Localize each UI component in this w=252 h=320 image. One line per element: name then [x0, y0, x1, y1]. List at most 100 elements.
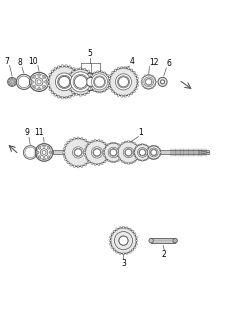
- Polygon shape: [103, 152, 105, 153]
- Polygon shape: [142, 77, 143, 79]
- Polygon shape: [117, 152, 118, 153]
- Polygon shape: [89, 158, 92, 161]
- Polygon shape: [70, 164, 72, 166]
- Polygon shape: [47, 77, 50, 79]
- Polygon shape: [57, 66, 60, 68]
- Polygon shape: [116, 251, 118, 253]
- Polygon shape: [91, 152, 93, 153]
- Polygon shape: [147, 148, 148, 150]
- Polygon shape: [151, 75, 153, 76]
- Polygon shape: [148, 88, 150, 90]
- Circle shape: [109, 68, 138, 96]
- Polygon shape: [92, 85, 94, 87]
- Circle shape: [149, 238, 153, 243]
- Polygon shape: [101, 140, 103, 143]
- Polygon shape: [136, 84, 139, 86]
- Circle shape: [43, 76, 45, 78]
- Polygon shape: [86, 145, 88, 147]
- Polygon shape: [47, 84, 50, 87]
- Polygon shape: [47, 81, 50, 83]
- Polygon shape: [64, 158, 67, 161]
- Polygon shape: [104, 142, 106, 145]
- Circle shape: [119, 236, 128, 245]
- Polygon shape: [87, 141, 90, 144]
- Polygon shape: [104, 72, 106, 74]
- Polygon shape: [72, 67, 75, 70]
- Circle shape: [37, 80, 41, 84]
- Circle shape: [111, 228, 136, 254]
- Polygon shape: [132, 249, 134, 251]
- Polygon shape: [109, 74, 112, 76]
- Polygon shape: [80, 94, 82, 96]
- Polygon shape: [81, 165, 83, 168]
- Circle shape: [64, 138, 92, 166]
- Polygon shape: [109, 240, 111, 242]
- Polygon shape: [114, 161, 116, 163]
- Circle shape: [144, 77, 153, 87]
- Circle shape: [40, 149, 48, 156]
- Polygon shape: [117, 143, 119, 145]
- Polygon shape: [98, 140, 100, 141]
- Polygon shape: [105, 145, 107, 147]
- Circle shape: [114, 232, 133, 250]
- Polygon shape: [133, 71, 136, 74]
- Polygon shape: [63, 152, 65, 153]
- Polygon shape: [108, 84, 110, 87]
- Circle shape: [146, 79, 152, 85]
- Polygon shape: [79, 81, 81, 83]
- Polygon shape: [154, 77, 156, 79]
- Polygon shape: [138, 155, 140, 157]
- Polygon shape: [108, 152, 110, 153]
- Polygon shape: [121, 155, 123, 157]
- Polygon shape: [107, 155, 110, 157]
- Circle shape: [91, 147, 103, 158]
- Polygon shape: [75, 70, 78, 73]
- Polygon shape: [113, 249, 115, 251]
- Polygon shape: [141, 81, 142, 83]
- Circle shape: [43, 145, 45, 148]
- Circle shape: [109, 148, 117, 156]
- Polygon shape: [67, 76, 70, 79]
- Polygon shape: [84, 93, 86, 96]
- Circle shape: [49, 151, 52, 154]
- Circle shape: [68, 69, 93, 95]
- Polygon shape: [136, 158, 139, 160]
- Circle shape: [49, 66, 80, 98]
- Polygon shape: [93, 81, 95, 83]
- Polygon shape: [93, 72, 96, 74]
- Text: 12: 12: [149, 58, 159, 67]
- Polygon shape: [114, 142, 116, 144]
- Polygon shape: [84, 139, 87, 141]
- Circle shape: [142, 75, 156, 89]
- Polygon shape: [101, 162, 103, 165]
- Polygon shape: [149, 148, 151, 150]
- Polygon shape: [91, 162, 93, 165]
- Polygon shape: [111, 142, 113, 144]
- Polygon shape: [136, 146, 138, 148]
- Polygon shape: [124, 95, 126, 97]
- Polygon shape: [77, 165, 79, 168]
- Circle shape: [14, 79, 15, 80]
- Polygon shape: [97, 91, 99, 93]
- Text: 2: 2: [162, 250, 167, 259]
- Polygon shape: [155, 81, 156, 83]
- Polygon shape: [104, 160, 106, 163]
- Polygon shape: [131, 162, 133, 164]
- Polygon shape: [106, 87, 109, 90]
- Polygon shape: [134, 233, 136, 235]
- Text: 5: 5: [88, 49, 92, 58]
- Polygon shape: [154, 145, 156, 147]
- Polygon shape: [146, 152, 147, 153]
- Polygon shape: [124, 141, 126, 143]
- Polygon shape: [121, 160, 123, 163]
- Polygon shape: [136, 240, 138, 242]
- Polygon shape: [128, 94, 130, 97]
- Circle shape: [58, 75, 71, 89]
- Circle shape: [37, 151, 39, 154]
- Circle shape: [110, 149, 117, 156]
- Text: 3: 3: [121, 259, 126, 268]
- Circle shape: [45, 81, 47, 83]
- Polygon shape: [160, 152, 161, 153]
- Polygon shape: [131, 141, 133, 143]
- Circle shape: [8, 81, 9, 83]
